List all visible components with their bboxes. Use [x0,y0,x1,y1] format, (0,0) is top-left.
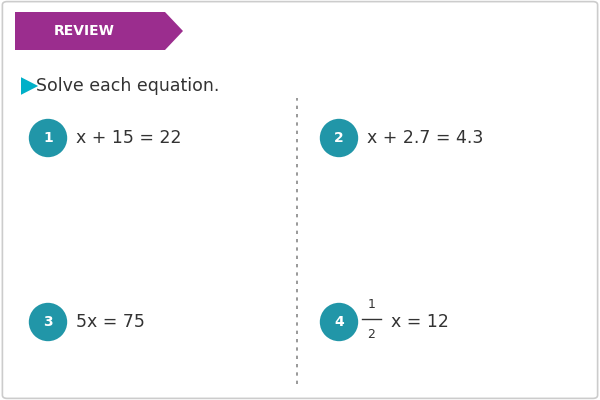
Text: 2: 2 [334,131,344,145]
Text: 5x = 75: 5x = 75 [76,313,145,331]
Ellipse shape [29,119,67,157]
Text: x + 15 = 22: x + 15 = 22 [76,129,181,147]
Ellipse shape [320,303,358,341]
Text: Solve each equation.: Solve each equation. [36,77,220,95]
Polygon shape [21,77,38,95]
Ellipse shape [29,303,67,341]
Text: 2: 2 [367,328,376,341]
Text: 1: 1 [43,131,53,145]
Polygon shape [15,12,183,50]
Text: 1: 1 [367,298,376,310]
Text: x + 2.7 = 4.3: x + 2.7 = 4.3 [367,129,483,147]
Text: 4: 4 [334,315,344,329]
Text: 3: 3 [43,315,53,329]
Text: REVIEW: REVIEW [53,24,115,38]
Ellipse shape [320,119,358,157]
Text: x = 12: x = 12 [391,313,448,331]
